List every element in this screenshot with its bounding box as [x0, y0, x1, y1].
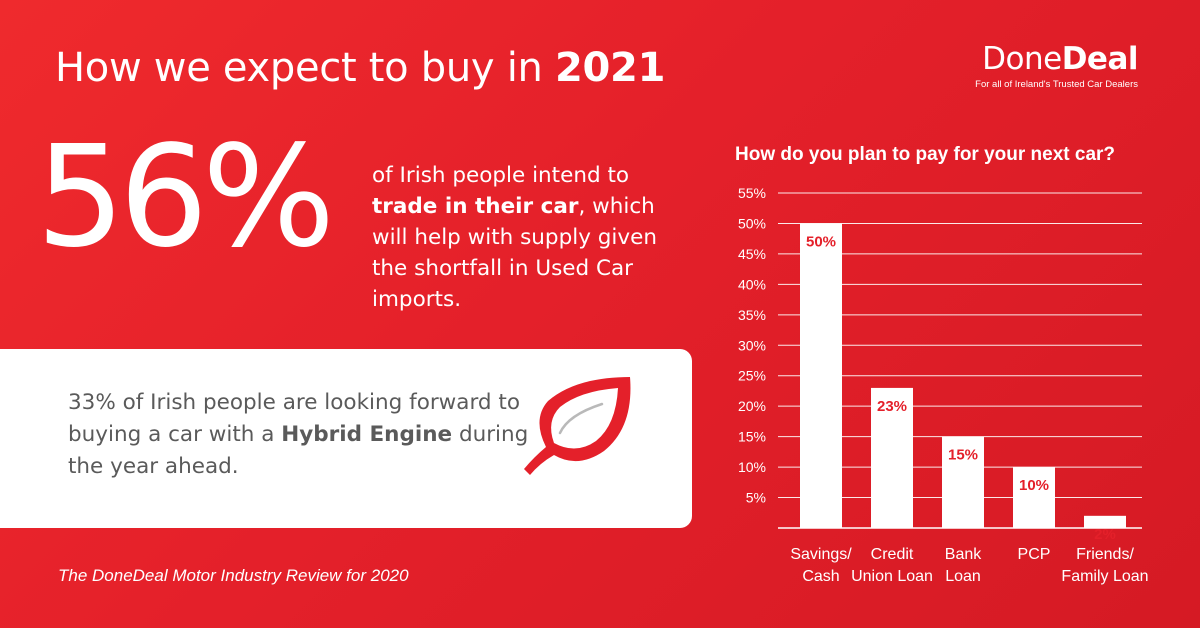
- y-tick-label: 45%: [738, 246, 766, 262]
- x-category-label: Friends/: [1076, 546, 1134, 563]
- y-tick-label: 5%: [746, 490, 766, 506]
- y-tick-label: 40%: [738, 276, 766, 292]
- x-category-label: Loan: [945, 568, 981, 585]
- brand-tagline: For all of Ireland's Trusted Car Dealers: [975, 79, 1138, 90]
- chart-title: How do you plan to pay for your next car…: [735, 144, 1116, 165]
- trade-in-stat-value: 56%: [36, 116, 335, 279]
- source-caption: The DoneDeal Motor Industry Review for 2…: [58, 566, 409, 585]
- bar-value-label: 2%: [1094, 526, 1116, 543]
- y-tick-label: 35%: [738, 307, 766, 323]
- bar-value-label: 50%: [806, 233, 836, 250]
- bar-value-label: 15%: [948, 447, 978, 464]
- x-category-label: Union Loan: [851, 568, 933, 585]
- y-tick-label: 10%: [738, 459, 766, 475]
- x-category-label: Savings/: [790, 546, 852, 563]
- donedeal-logo: DoneDeal For all of Ireland's Trusted Ca…: [975, 44, 1138, 91]
- y-tick-label: 30%: [738, 337, 766, 353]
- hybrid-text-before: 33% of Irish people are looking forward …: [68, 390, 520, 447]
- stat-text-bold: trade in their car: [372, 194, 579, 219]
- bar: [871, 387, 913, 528]
- y-tick-label: 50%: [738, 215, 766, 231]
- brand-name: DoneDeal: [975, 44, 1138, 75]
- x-category-label: Bank: [945, 546, 982, 563]
- leaf-icon: [524, 377, 631, 475]
- bar: [1084, 515, 1126, 528]
- x-category-label: Cash: [802, 568, 839, 585]
- stat-text-before: of Irish people intend to: [372, 163, 630, 188]
- y-tick-label: 55%: [738, 185, 766, 201]
- stat-text-after: , which will help with supply given the …: [372, 194, 657, 312]
- hybrid-engine-text: 33% of Irish people are looking forward …: [68, 387, 538, 483]
- brand-name-part2: Deal: [1061, 41, 1139, 77]
- bar: [800, 223, 842, 529]
- y-tick-label: 20%: [738, 398, 766, 414]
- hybrid-text-bold: Hybrid Engine: [281, 422, 453, 447]
- y-tick-label: 25%: [738, 368, 766, 384]
- page-headline: How we expect to buy in 2021: [55, 44, 665, 92]
- hybrid-text-after: during the year ahead.: [68, 422, 529, 479]
- bar: [1013, 467, 1055, 528]
- headline-year: 2021: [554, 45, 666, 91]
- y-tick-label: 15%: [738, 429, 766, 445]
- x-category-label: Credit: [871, 546, 914, 563]
- x-category-label: PCP: [1018, 546, 1051, 563]
- brand-name-part1: Done: [982, 41, 1062, 77]
- headline-prefix: How we expect to buy in: [55, 45, 555, 91]
- hybrid-engine-card: 33% of Irish people are looking forward …: [0, 349, 692, 528]
- bar-value-label: 23%: [877, 398, 907, 415]
- x-category-label: Family Loan: [1061, 568, 1148, 585]
- bar-value-label: 10%: [1019, 477, 1049, 494]
- trade-in-stat-text: of Irish people intend to trade in their…: [372, 160, 692, 315]
- bar: [942, 436, 984, 528]
